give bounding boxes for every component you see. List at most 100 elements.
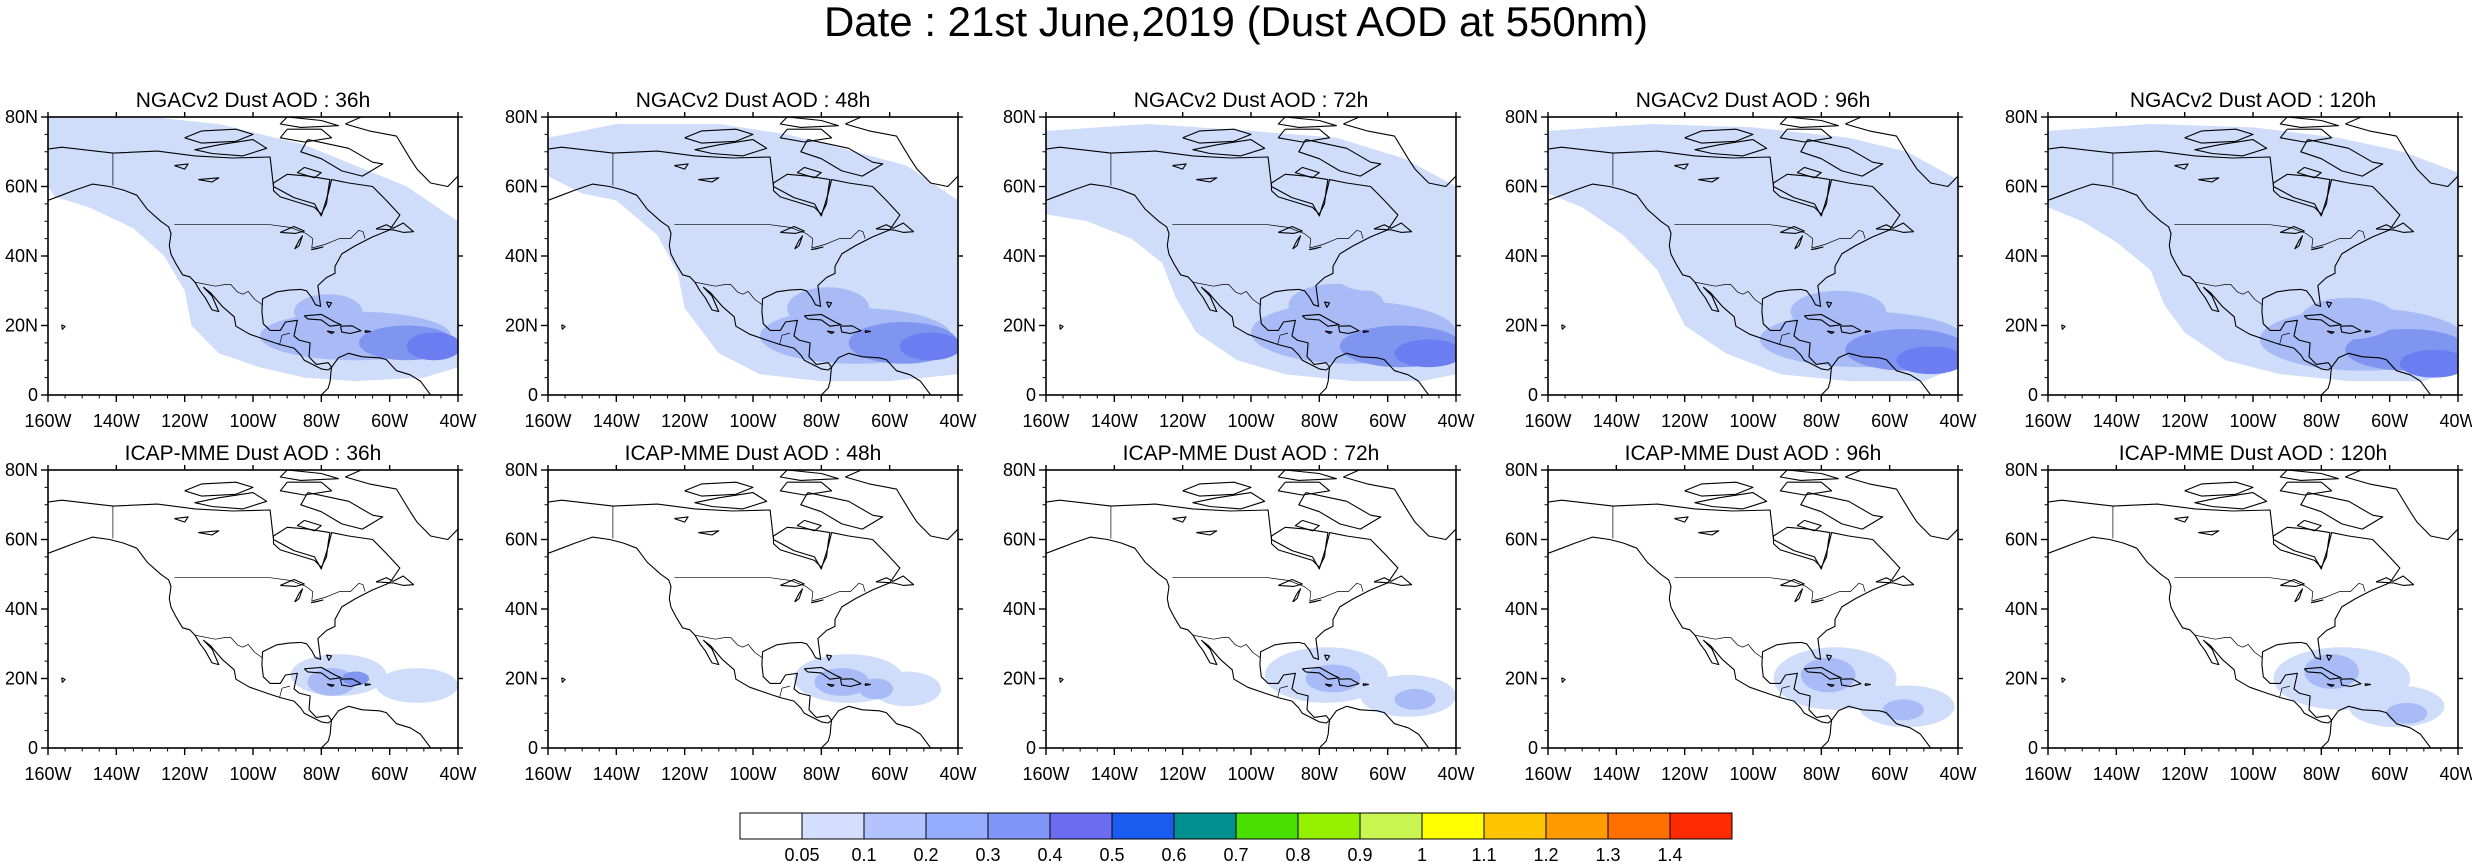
lon-tick-label: 160W xyxy=(24,764,71,784)
colorbar-box xyxy=(1359,812,1423,840)
lat-tick-label: 60N xyxy=(1003,530,1036,550)
lon-tick-label: 120W xyxy=(161,764,208,784)
lat-tick-label: 20N xyxy=(1505,316,1538,336)
colorbar-box xyxy=(1173,812,1237,840)
colorbar-label: 1.3 xyxy=(1595,845,1620,862)
coastlines xyxy=(48,470,458,748)
panel-title: NGACv2 Dust AOD : 120h xyxy=(2130,89,2376,112)
colorbar-label: 0.1 xyxy=(851,845,876,862)
panel-title: NGACv2 Dust AOD : 72h xyxy=(1134,89,1369,112)
lat-tick-label: 0 xyxy=(1528,385,1538,405)
aod-region xyxy=(406,332,458,361)
panel-title: ICAP-MME Dust AOD : 72h xyxy=(1123,442,1380,465)
aod-region xyxy=(1394,339,1456,368)
lon-tick-label: 40W xyxy=(439,411,476,431)
lat-tick-label: 0 xyxy=(528,385,538,405)
aod-field xyxy=(548,470,958,748)
colorbar-box xyxy=(863,812,927,840)
lat-tick-label: 60N xyxy=(2005,177,2038,197)
coastlines xyxy=(548,117,958,395)
lat-tick-label: 20N xyxy=(1505,669,1538,689)
colorbar-label: 1.4 xyxy=(1657,845,1682,862)
colorbar-box xyxy=(1545,812,1609,840)
lon-tick-label: 60W xyxy=(871,764,908,784)
lon-tick-label: 160W xyxy=(24,411,71,431)
lon-tick-label: 80W xyxy=(303,764,340,784)
lon-tick-label: 40W xyxy=(439,764,476,784)
panel-title: NGACv2 Dust AOD : 96h xyxy=(1636,89,1871,112)
lat-tick-label: 80N xyxy=(2005,107,2038,127)
lon-tick-label: 80W xyxy=(803,411,840,431)
lon-tick-label: 60W xyxy=(1369,411,1406,431)
lon-tick-label: 100W xyxy=(1227,411,1274,431)
colorbar-box xyxy=(1049,812,1113,840)
aod-region xyxy=(1841,228,1911,284)
aod-region xyxy=(294,294,363,329)
aod-region xyxy=(2386,702,2428,724)
lat-tick-label: 60N xyxy=(505,177,538,197)
lon-tick-label: 60W xyxy=(871,411,908,431)
lon-tick-label: 140W xyxy=(1091,764,1138,784)
coastlines xyxy=(48,117,458,395)
colorbar-box xyxy=(1235,812,1299,840)
lat-tick-label: 20N xyxy=(2005,316,2038,336)
lat-tick-label: 80N xyxy=(5,460,38,480)
lon-tick-label: 120W xyxy=(2161,764,2208,784)
aod-region xyxy=(1882,699,1924,721)
coastlines xyxy=(2048,470,2458,748)
aod-region xyxy=(2314,214,2397,270)
colorbar-box xyxy=(1607,812,1671,840)
lon-tick-label: 80W xyxy=(1803,411,1840,431)
lat-tick-label: 60N xyxy=(5,177,38,197)
lon-tick-label: 120W xyxy=(1159,411,1206,431)
aod-region xyxy=(2246,176,2329,232)
map-panel: NGACv2 Dust AOD : 72h 160W 140W 120W 100W 80W… xyxy=(1003,89,1475,431)
aod-region xyxy=(280,210,349,246)
lat-tick-label: 60N xyxy=(5,530,38,550)
panel-title: NGACv2 Dust AOD : 36h xyxy=(136,89,371,112)
aod-region xyxy=(899,332,958,361)
lat-tick-label: 60N xyxy=(505,530,538,550)
colorbar-box xyxy=(1669,812,1733,840)
lat-tick-label: 40N xyxy=(1505,246,1538,266)
coastlines xyxy=(2048,117,2458,395)
lon-tick-label: 120W xyxy=(161,411,208,431)
colorbar-label: 0.9 xyxy=(1347,845,1372,862)
map-panel: NGACv2 Dust AOD : 96h 160W 140W 120W 100W 80W… xyxy=(1505,89,1977,431)
colorbar-box xyxy=(1297,812,1361,840)
aod-region xyxy=(341,671,370,686)
panel-title: ICAP-MME Dust AOD : 36h xyxy=(125,442,382,465)
aod-region xyxy=(2304,654,2359,689)
lat-tick-label: 60N xyxy=(1505,177,1538,197)
lat-tick-label: 0 xyxy=(1026,385,1036,405)
lon-tick-label: 60W xyxy=(1369,764,1406,784)
lat-tick-label: 80N xyxy=(5,107,38,127)
lat-tick-label: 20N xyxy=(505,669,538,689)
lon-tick-label: 140W xyxy=(593,764,640,784)
map-panel: ICAP-MME Dust AOD : 96h 160W 140W 120W 100W 8… xyxy=(1505,442,1977,784)
lon-tick-label: 140W xyxy=(1593,764,1640,784)
coastlines xyxy=(548,470,958,748)
aod-field xyxy=(1046,117,1456,395)
lat-tick-label: 40N xyxy=(1003,599,1036,619)
aod-region xyxy=(1333,249,1402,291)
lat-tick-label: 40N xyxy=(2005,599,2038,619)
lon-tick-label: 80W xyxy=(1301,411,1338,431)
colorbar-label: 0.2 xyxy=(913,845,938,862)
lon-tick-label: 80W xyxy=(1301,764,1338,784)
lon-tick-label: 80W xyxy=(1803,764,1840,784)
map-panel: NGACv2 Dust AOD : 36h 160W 140W 120W 100W 80W… xyxy=(5,89,477,431)
lon-tick-label: 100W xyxy=(2229,411,2276,431)
panel-title: NGACv2 Dust AOD : 48h xyxy=(636,89,871,112)
lon-tick-label: 40W xyxy=(1939,764,1976,784)
lat-tick-label: 80N xyxy=(1003,107,1036,127)
lat-tick-label: 80N xyxy=(2005,460,2038,480)
coastlines xyxy=(1548,470,1958,748)
colorbar-label: 0.05 xyxy=(784,845,819,862)
lat-tick-label: 20N xyxy=(2005,669,2038,689)
colorbar-label: 1.1 xyxy=(1471,845,1496,862)
colorbar-label: 1.2 xyxy=(1533,845,1558,862)
lon-tick-label: 140W xyxy=(93,764,140,784)
